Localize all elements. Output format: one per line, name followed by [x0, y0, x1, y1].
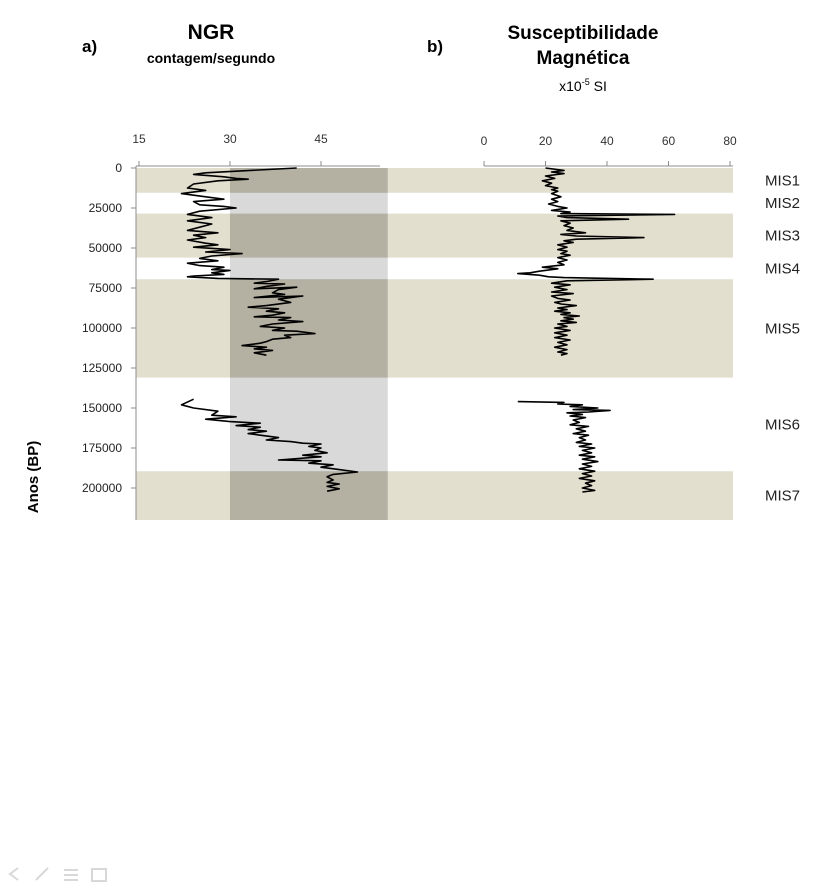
susc-x-tick-label: 60	[662, 134, 676, 148]
panel-a-subtitle: contagem/segundo	[147, 50, 275, 66]
panel-b-title-line1: Susceptibilidade	[508, 23, 659, 44]
mis-label-mis3: MIS3	[765, 228, 800, 245]
susc-x-tick-label: 20	[539, 134, 553, 148]
ngr-overlap-mis5	[230, 279, 388, 378]
y-axis-label: Anos (BP)	[25, 441, 42, 514]
panel-b-title-line2: Magnética	[537, 48, 630, 69]
mis-label-mis5: MIS5	[765, 320, 800, 337]
ngr-line-segment-2	[180, 398, 359, 492]
axes: 15 30 45 0 25000 50000 75000 100000 125000 150000…	[82, 132, 737, 520]
y-tick-label: 75000	[89, 281, 123, 295]
susceptibility-line-segment-2	[517, 400, 611, 493]
ngr-overlap-mis3	[230, 213, 388, 258]
mis-label-mis2: MIS2	[765, 195, 800, 212]
mis-label-mis4: MIS4	[765, 260, 800, 277]
y-tick-label: 25000	[89, 201, 123, 215]
unit-prefix: x10	[559, 78, 582, 94]
ngr-shaded-range	[230, 168, 388, 520]
pen-icon	[35, 867, 49, 881]
panel-b-letter: b)	[427, 37, 443, 56]
band-mis3	[136, 213, 733, 258]
mis-label-mis6: MIS6	[765, 416, 800, 433]
panel-a-letter: a)	[82, 37, 97, 56]
y-tick-label: 200000	[82, 481, 122, 495]
mis-label-mis7: MIS7	[765, 488, 800, 505]
band-mis7	[136, 471, 733, 520]
band-mis5	[136, 279, 733, 378]
slide-nav-icons	[8, 867, 107, 882]
menu-icon	[64, 869, 78, 881]
y-tick-label: 100000	[82, 321, 122, 335]
y-tick-label: 150000	[82, 401, 122, 415]
ngr-line-segment-1	[180, 167, 316, 356]
susc-x-tick-label: 40	[600, 134, 614, 148]
susc-x-tick-label: 0	[481, 134, 488, 148]
y-tick-label: 0	[115, 161, 122, 175]
unit-suffix: SI	[590, 78, 607, 94]
ngr-x-tick-label: 15	[132, 132, 146, 146]
y-tick-label: 125000	[82, 361, 122, 375]
ngr-x-tick-label: 45	[314, 132, 328, 146]
panel-b-unit: x10-5 SI	[559, 77, 607, 94]
y-tick-label: 175000	[82, 441, 122, 455]
mis-labels: MIS1 MIS2 MIS3 MIS4 MIS5 MIS6 MIS7	[765, 172, 800, 504]
ngr-overlap-mis1	[230, 168, 388, 193]
mis-bands	[136, 168, 733, 520]
susceptibility-line-segment-1	[516, 167, 676, 356]
ngr-overlap-mis7	[230, 471, 388, 520]
slide-icon	[91, 868, 107, 882]
data-lines	[180, 167, 676, 493]
susc-x-tick-label: 80	[723, 134, 737, 148]
y-tick-label: 50000	[89, 241, 123, 255]
back-arrow-icon	[8, 867, 19, 881]
mis-label-mis1: MIS1	[765, 172, 800, 189]
unit-exponent: -5	[582, 77, 590, 87]
panel-a-title: NGR	[188, 21, 235, 44]
ngr-x-tick-label: 30	[223, 132, 237, 146]
